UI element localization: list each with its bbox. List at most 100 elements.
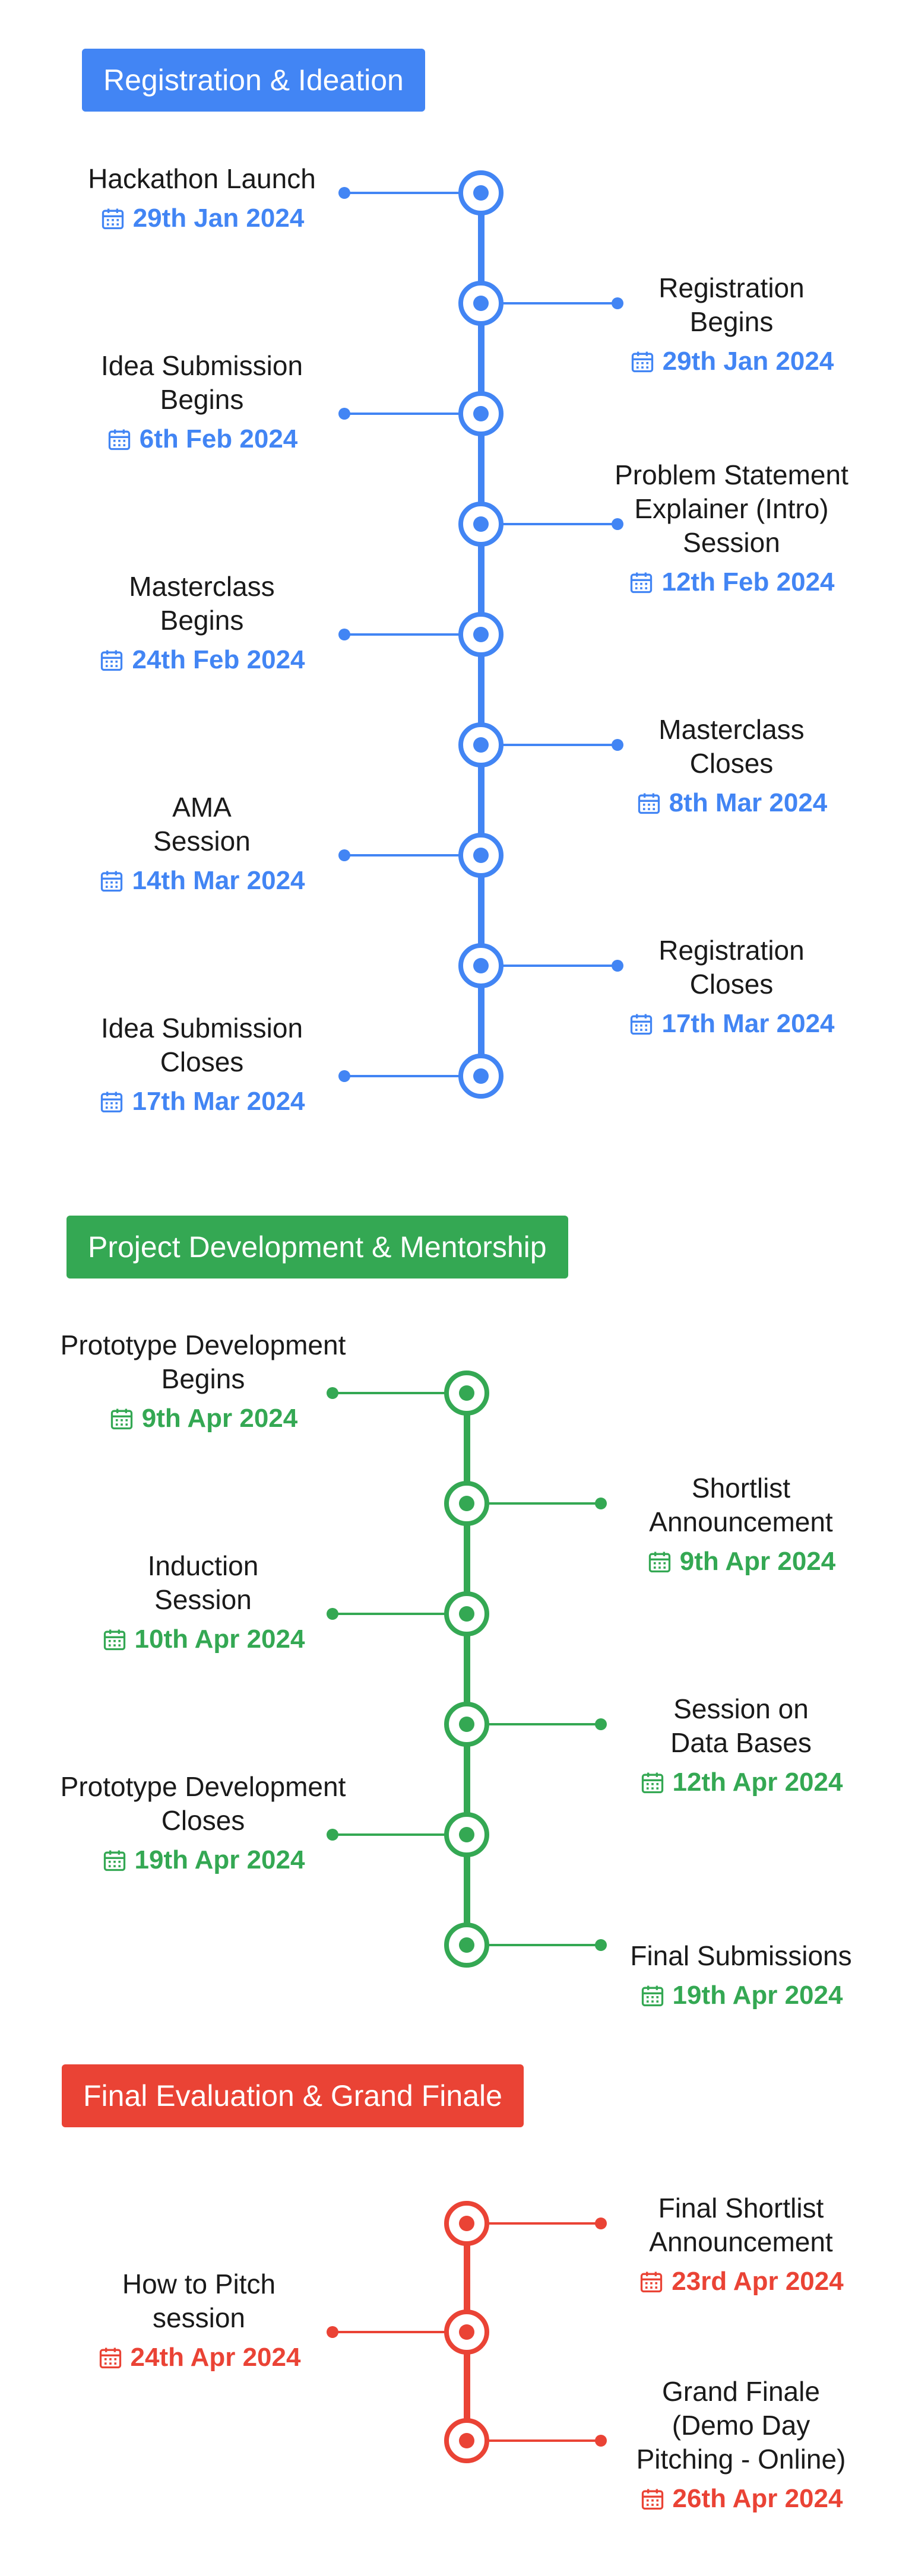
timeline-connector	[332, 1392, 467, 1394]
connector-end-dot	[612, 297, 623, 309]
connector-end-dot	[595, 2435, 607, 2447]
connector-end-dot	[612, 739, 623, 751]
event-date-text: 9th Apr 2024	[141, 1404, 298, 1433]
event-date-text: 24th Feb 2024	[132, 645, 305, 674]
calendar-icon	[97, 2345, 124, 2371]
node-center-dot	[473, 185, 489, 201]
event-date-text: 9th Apr 2024	[679, 1547, 836, 1576]
event-title: Problem Statement Explainer (Intro) Sess…	[615, 459, 848, 558]
timeline-node-icon	[444, 2418, 489, 2463]
calendar-icon	[99, 868, 125, 894]
calendar-icon	[99, 647, 125, 673]
timeline-event: Induction Session 10th Apr 2024	[37, 1549, 369, 1660]
event-date-text: 26th Apr 2024	[672, 2484, 843, 2513]
calendar-icon	[109, 1406, 135, 1432]
calendar-icon	[639, 2486, 666, 2512]
timeline-spine	[464, 1393, 470, 1945]
connector-end-dot	[338, 629, 350, 640]
timeline-connector	[344, 192, 481, 194]
event-title: Idea Submission Begins	[100, 350, 303, 415]
phase-badge: Final Evaluation & Grand Finale	[62, 2064, 524, 2127]
calendar-icon	[106, 426, 132, 452]
timeline-connector	[467, 1502, 601, 1505]
timeline-connector	[344, 633, 481, 636]
event-title: Prototype Development Begins	[60, 1330, 346, 1394]
node-center-dot	[473, 737, 489, 753]
connector-end-dot	[612, 518, 623, 530]
event-date: 9th Apr 2024	[109, 1403, 297, 1434]
timeline-event: Idea Submission Closes 17th Mar 2024	[53, 1011, 350, 1122]
timeline-event: Masterclass Closes 8th Mar 2024	[583, 713, 880, 824]
timeline-connector	[332, 1613, 467, 1615]
timeline-connector	[481, 523, 618, 525]
connector-end-dot	[595, 2217, 607, 2229]
event-title: Final Submissions	[630, 1940, 852, 1971]
event-date: 23rd Apr 2024	[638, 2266, 844, 2297]
timeline-event: Session on Data Bases 12th Apr 2024	[575, 1692, 907, 1803]
timeline-connector	[332, 1833, 467, 1836]
timeline-connector	[344, 413, 481, 415]
timeline-connector	[481, 965, 618, 967]
timeline-connector	[467, 2222, 601, 2225]
phase-badge: Project Development & Mentorship	[66, 1216, 568, 1279]
timeline-connector	[332, 2331, 467, 2333]
timeline-node-icon	[444, 1923, 489, 1968]
timeline-event: Shortlist Announcement 9th Apr 2024	[575, 1471, 907, 1582]
node-center-dot	[459, 2324, 474, 2340]
timeline-event: Grand Finale (Demo Day Pitching - Online…	[587, 2375, 895, 2520]
timeline-event: Prototype Development Begins 9th Apr 202…	[37, 1328, 369, 1439]
event-date-text: 14th Mar 2024	[132, 866, 305, 895]
timeline-node-icon	[458, 281, 504, 326]
event-date: 26th Apr 2024	[639, 2483, 843, 2514]
event-title: Induction Session	[147, 1550, 259, 1615]
event-date: 19th Apr 2024	[639, 1980, 843, 2011]
event-date-text: 23rd Apr 2024	[672, 2267, 844, 2296]
node-center-dot	[473, 296, 489, 311]
event-title: AMA Session	[153, 792, 251, 856]
node-center-dot	[473, 406, 489, 421]
event-date: 29th Jan 2024	[629, 346, 834, 377]
timeline-node-icon	[458, 1054, 504, 1099]
event-title: Idea Submission Closes	[100, 1013, 303, 1077]
event-date: 24th Feb 2024	[99, 645, 305, 675]
timeline-event: Final Submissions 19th Apr 2024	[575, 1939, 907, 2016]
node-center-dot	[473, 848, 489, 863]
calendar-icon	[639, 1769, 666, 1795]
event-date: 12th Feb 2024	[628, 567, 835, 598]
event-title: How to Pitch session	[122, 2269, 276, 2333]
event-date-text: 19th Apr 2024	[134, 1845, 305, 1874]
event-title: Masterclass Closes	[658, 714, 805, 779]
calendar-icon	[639, 1982, 666, 2009]
timeline-connector	[467, 1723, 601, 1725]
timeline-event: Idea Submission Begins 6th Feb 2024	[53, 349, 350, 460]
event-title: Final Shortlist Announcement	[649, 2193, 833, 2257]
node-center-dot	[473, 627, 489, 642]
calendar-icon	[100, 205, 126, 231]
timeline-event: AMA Session 14th Mar 2024	[53, 791, 350, 902]
node-center-dot	[459, 1496, 474, 1511]
connector-end-dot	[338, 849, 350, 861]
event-title: Session on Data Bases	[670, 1693, 812, 1758]
timeline-event: Masterclass Begins 24th Feb 2024	[53, 570, 350, 681]
event-title: Registration Closes	[658, 935, 805, 1000]
event-date-text: 12th Apr 2024	[672, 1768, 843, 1797]
event-date-text: 29th Jan 2024	[662, 347, 834, 376]
event-date: 10th Apr 2024	[102, 1624, 305, 1655]
event-date-text: 12th Feb 2024	[661, 567, 835, 597]
connector-end-dot	[338, 408, 350, 420]
connector-end-dot	[327, 1608, 338, 1620]
event-title: Prototype Development Closes	[60, 1771, 346, 1836]
node-center-dot	[459, 1385, 474, 1401]
timeline-event: How to Pitch session 24th Apr 2024	[45, 2267, 353, 2378]
timeline-node-icon	[458, 833, 504, 878]
calendar-icon	[628, 569, 654, 595]
timeline-node-icon	[444, 1591, 489, 1636]
event-title: Grand Finale (Demo Day Pitching - Online…	[636, 2376, 846, 2475]
event-title: Masterclass Begins	[129, 571, 275, 636]
event-date: 9th Apr 2024	[647, 1546, 835, 1577]
event-date: 29th Jan 2024	[100, 203, 304, 234]
connector-end-dot	[327, 2326, 338, 2338]
calendar-icon	[628, 1011, 654, 1037]
timeline-node-icon	[444, 1371, 489, 1416]
connector-end-dot	[327, 1829, 338, 1841]
